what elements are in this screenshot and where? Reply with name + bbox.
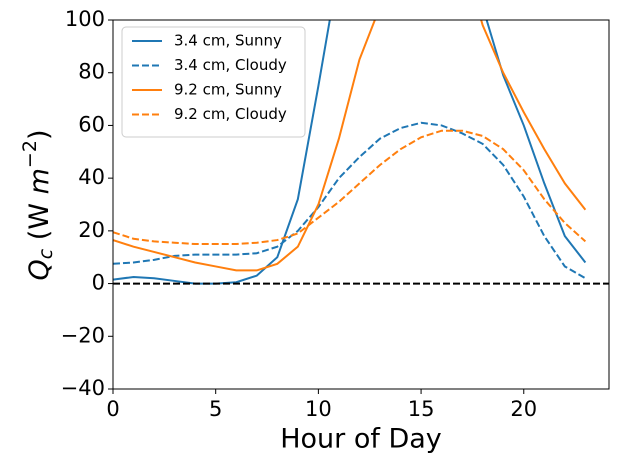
y-tick-label: 60: [78, 112, 105, 136]
legend-label: 9.2 cm, Sunny: [174, 81, 282, 99]
y-tick-label: −40: [61, 376, 105, 400]
y-label-superscript: −2: [19, 140, 41, 168]
y-label-subscript: c: [35, 248, 57, 259]
y-label-unit: m: [24, 168, 55, 194]
x-axis-label: Hour of Day: [280, 424, 442, 455]
y-tick-label: −20: [61, 323, 105, 347]
y-label-symbol: Q: [24, 259, 55, 280]
y-label-mid: (W: [24, 194, 55, 248]
y-tick-label: 100: [65, 7, 105, 31]
x-tick-label: 20: [510, 397, 537, 421]
y-tick-label: 0: [92, 271, 105, 295]
axes-frame: [112, 19, 610, 390]
series-line: [113, 129, 587, 246]
series-line: [113, 121, 586, 280]
x-tick-label: 10: [305, 397, 332, 421]
y-tick-label: 20: [78, 218, 105, 242]
plot-area: [113, 20, 609, 285]
legend-box: [121, 26, 306, 138]
y-tick-label: 40: [78, 165, 105, 189]
y-label-end: ): [24, 130, 55, 141]
legend-label: 3.4 cm, Sunny: [174, 32, 282, 50]
x-tick-label: 15: [408, 397, 435, 421]
x-tick-label: 0: [106, 397, 119, 421]
legend-label: 3.4 cm, Cloudy: [174, 56, 287, 74]
legend-label: 9.2 cm, Cloudy: [174, 105, 287, 123]
x-tick-label: 5: [209, 397, 222, 421]
series-line: [113, 20, 587, 272]
y-axis-label: Qc (W m−2): [19, 130, 57, 281]
series-line: [113, 20, 587, 285]
y-tick-label: 80: [78, 60, 105, 84]
